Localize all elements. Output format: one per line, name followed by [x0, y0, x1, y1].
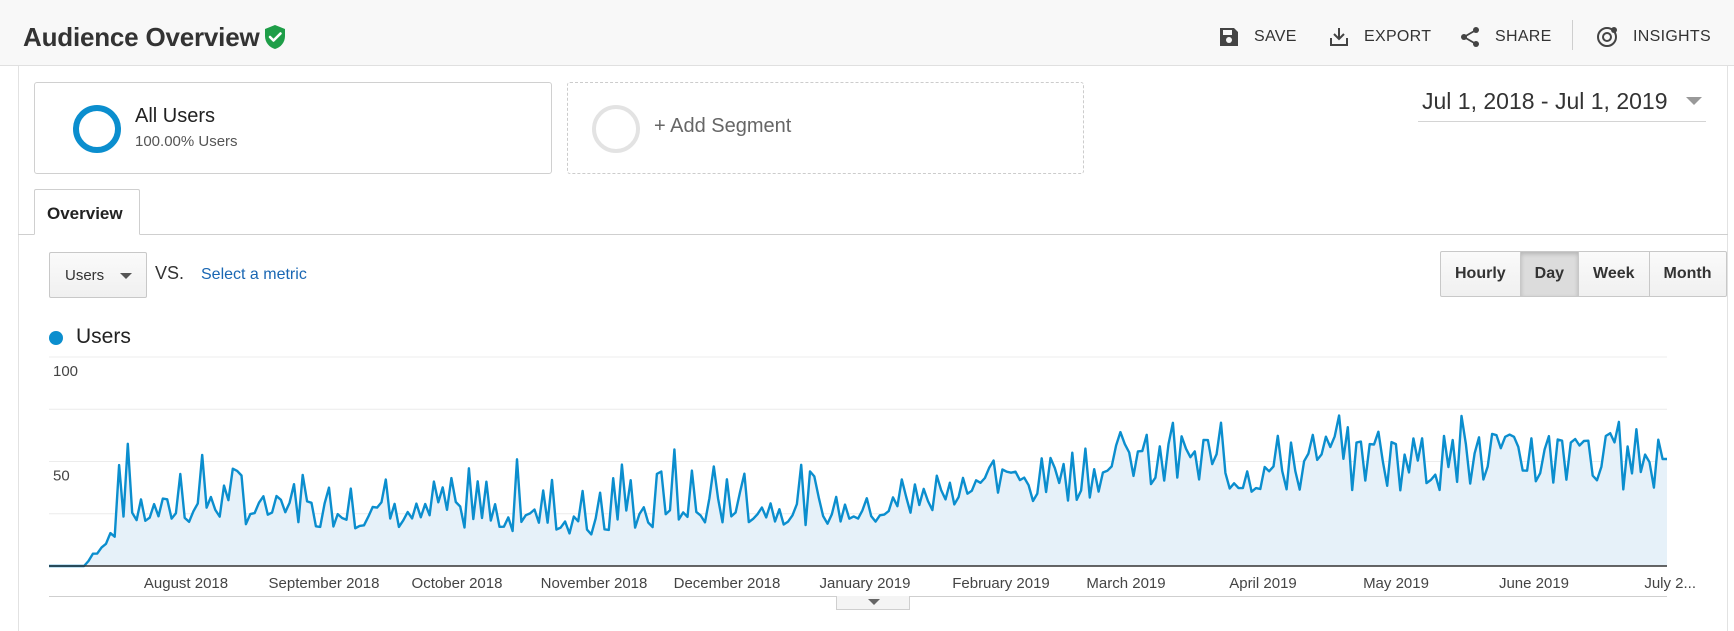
hourly-button[interactable]: Hourly	[1441, 252, 1521, 296]
metric-dropdown[interactable]: Users	[49, 252, 147, 298]
add-segment-label: + Add Segment	[654, 115, 792, 137]
x-tick-label: January 2019	[820, 575, 911, 592]
expand-chart-toggle[interactable]	[836, 596, 910, 610]
x-tick-label: April 2019	[1229, 575, 1297, 592]
date-range-text: Jul 1, 2018 - Jul 1, 2019	[1422, 88, 1668, 114]
x-tick-label: February 2019	[952, 575, 1050, 592]
x-tick-label: August 2018	[144, 575, 228, 592]
week-button[interactable]: Week	[1579, 252, 1650, 296]
y-tick-label: 100	[53, 363, 78, 380]
users-series-area	[49, 415, 1667, 566]
day-button[interactable]: Day	[1520, 252, 1580, 296]
month-button[interactable]: Month	[1663, 265, 1712, 282]
share-label: SHARE	[1495, 28, 1552, 45]
tab-overview-label: Overview	[47, 204, 123, 223]
vs-label: VS.	[155, 263, 185, 283]
header-bar: Audience Overview SAVE EXPORT SHARE	[0, 0, 1734, 66]
x-tick-label: July 2...	[1644, 575, 1696, 592]
share-button[interactable]: SHARE	[1459, 24, 1552, 50]
granularity-toggle: Hourly Day Week Month	[1440, 251, 1727, 297]
y-tick-label: 50	[53, 468, 70, 485]
caret-down-icon	[120, 273, 132, 279]
x-tick-label: November 2018	[541, 575, 648, 592]
export-label: EXPORT	[1364, 28, 1432, 45]
empty-segment-ring	[592, 105, 640, 153]
export-icon	[1330, 28, 1348, 46]
legend-series-label: Users	[76, 325, 131, 348]
page-title: Audience Overview	[23, 22, 260, 52]
segment-color-ring	[73, 105, 121, 153]
x-tick-label: October 2018	[412, 575, 503, 592]
header-divider	[1572, 20, 1573, 50]
verified-shield-icon	[265, 25, 285, 49]
export-button[interactable]: EXPORT	[1328, 24, 1431, 50]
insights-icon	[1597, 27, 1617, 47]
insights-button[interactable]: INSIGHTS	[1595, 24, 1711, 50]
segment-percentage: 100.00% Users	[135, 133, 238, 150]
tab-divider	[18, 234, 1728, 235]
x-tick-label: March 2019	[1086, 575, 1165, 592]
date-range-picker[interactable]: Jul 1, 2018 - Jul 1, 2019	[1418, 86, 1706, 122]
segment-all-users[interactable]: All Users 100.00% Users	[34, 82, 552, 174]
segment-name: All Users	[135, 105, 216, 127]
caret-down-icon	[868, 599, 880, 605]
chevron-down-icon	[1686, 97, 1702, 105]
users-series-line	[49, 414, 1667, 568]
legend-series-dot	[49, 331, 63, 345]
x-tick-label: September 2018	[269, 575, 380, 592]
save-icon	[1220, 28, 1238, 46]
save-label: SAVE	[1254, 28, 1297, 45]
x-tick-label: June 2019	[1499, 575, 1569, 592]
share-icon	[1461, 27, 1479, 47]
add-segment-button[interactable]: + Add Segment	[567, 82, 1084, 174]
tab-overview[interactable]: Overview	[34, 189, 140, 235]
x-tick-label: December 2018	[674, 575, 781, 592]
select-metric-link[interactable]: Select a metric	[201, 266, 307, 283]
metric-dropdown-value: Users	[65, 267, 105, 284]
save-button[interactable]: SAVE	[1218, 24, 1297, 50]
x-tick-label: May 2019	[1363, 575, 1429, 592]
insights-label: INSIGHTS	[1633, 28, 1711, 45]
